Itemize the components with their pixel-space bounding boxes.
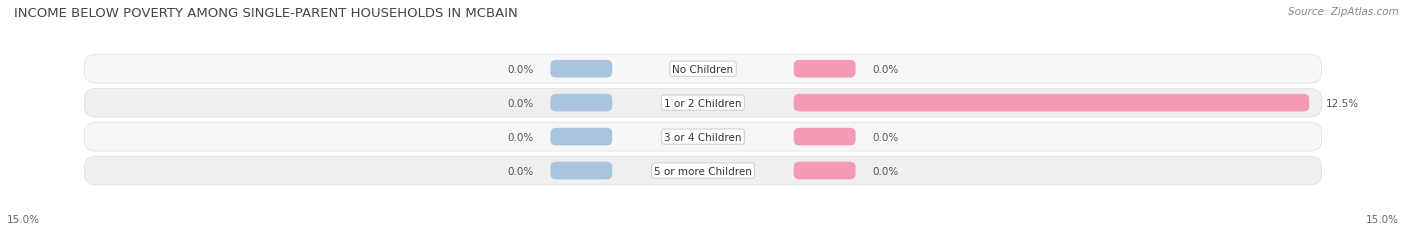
Text: 0.0%: 0.0% [872, 64, 898, 74]
FancyBboxPatch shape [84, 89, 1322, 118]
FancyBboxPatch shape [550, 162, 612, 180]
Text: 15.0%: 15.0% [1367, 214, 1399, 225]
Text: INCOME BELOW POVERTY AMONG SINGLE-PARENT HOUSEHOLDS IN MCBAIN: INCOME BELOW POVERTY AMONG SINGLE-PARENT… [14, 7, 517, 20]
FancyBboxPatch shape [550, 94, 612, 112]
Text: 1 or 2 Children: 1 or 2 Children [664, 98, 742, 108]
FancyBboxPatch shape [84, 55, 1322, 84]
FancyBboxPatch shape [550, 128, 612, 146]
FancyBboxPatch shape [84, 123, 1322, 151]
Text: 0.0%: 0.0% [872, 132, 898, 142]
FancyBboxPatch shape [84, 156, 1322, 185]
Text: No Children: No Children [672, 64, 734, 74]
Text: 0.0%: 0.0% [508, 98, 534, 108]
Text: 0.0%: 0.0% [508, 64, 534, 74]
Text: 0.0%: 0.0% [508, 166, 534, 176]
Text: 12.5%: 12.5% [1326, 98, 1358, 108]
Text: 0.0%: 0.0% [872, 166, 898, 176]
FancyBboxPatch shape [794, 128, 856, 146]
Text: 15.0%: 15.0% [7, 214, 39, 225]
Text: 3 or 4 Children: 3 or 4 Children [664, 132, 742, 142]
Text: Source: ZipAtlas.com: Source: ZipAtlas.com [1288, 7, 1399, 17]
FancyBboxPatch shape [794, 94, 1309, 112]
Text: 5 or more Children: 5 or more Children [654, 166, 752, 176]
FancyBboxPatch shape [550, 61, 612, 78]
FancyBboxPatch shape [794, 61, 856, 78]
FancyBboxPatch shape [794, 162, 856, 180]
Text: 0.0%: 0.0% [508, 132, 534, 142]
